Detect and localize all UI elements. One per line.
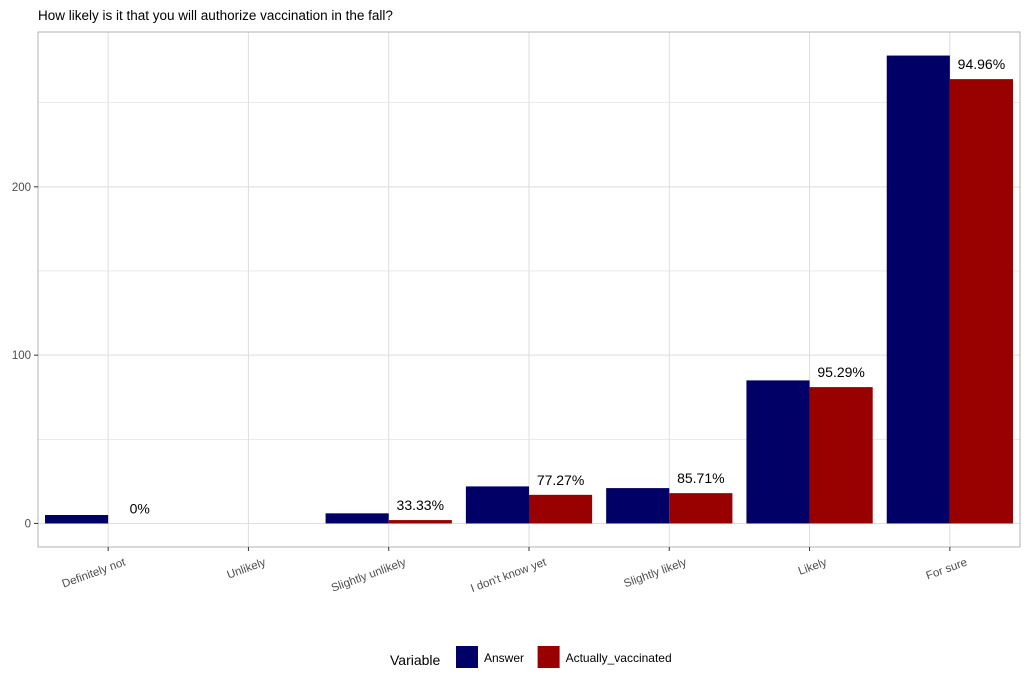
bar-data-label: 85.71% — [677, 470, 724, 486]
bar-actually-vaccinated — [529, 494, 593, 524]
x-axis: Definitely not Unlikely Slightly unlikely I… — [61, 547, 969, 595]
x-tick-label: I don't know yet — [469, 556, 549, 595]
bar-answer — [886, 55, 950, 524]
legend-label: Answer — [484, 651, 524, 665]
x-tick-label: Slightly unlikely — [330, 556, 408, 594]
y-axis: 0 100 200 — [12, 182, 38, 530]
bar-labels: 0% 33.33% 77.27% 85.71% 95.29% 94.96% — [130, 56, 1006, 516]
bar-actually-vaccinated — [809, 387, 873, 524]
x-tick-label: Definitely not — [61, 556, 128, 590]
bar-actually-vaccinated — [388, 520, 452, 524]
bar-data-label: 33.33% — [397, 497, 444, 513]
bar-answer — [465, 486, 529, 524]
bar-answer — [45, 515, 109, 524]
bar-answer — [606, 488, 670, 524]
bar-data-label: 94.96% — [958, 56, 1005, 72]
y-tick-label: 0 — [25, 518, 31, 530]
x-tick-label: Slightly likely — [622, 556, 688, 590]
x-tick-label: For sure — [925, 557, 969, 583]
bar-actually-vaccinated — [949, 79, 1013, 524]
bar-answer — [325, 513, 389, 524]
bar-data-label: 0% — [130, 500, 150, 516]
legend-key — [537, 646, 560, 668]
x-tick-label: Unlikely — [226, 556, 268, 581]
bar-data-label: 95.29% — [817, 364, 864, 380]
bar-actually-vaccinated — [669, 493, 733, 524]
bars — [45, 55, 1013, 524]
y-tick-label: 100 — [12, 350, 31, 362]
legend-key — [456, 646, 478, 668]
chart-title: How likely is it that you will authorize… — [38, 8, 393, 23]
gridlines — [38, 32, 1020, 547]
legend-label: Actually_vaccinated — [566, 651, 672, 665]
legend: Variable Answer Actually_vaccinated — [390, 646, 672, 668]
legend-title: Variable — [390, 652, 441, 668]
bar-answer — [746, 380, 810, 524]
x-tick-label: Likely — [797, 556, 829, 577]
y-tick-label: 200 — [12, 182, 31, 194]
bar-data-label: 77.27% — [537, 472, 584, 488]
